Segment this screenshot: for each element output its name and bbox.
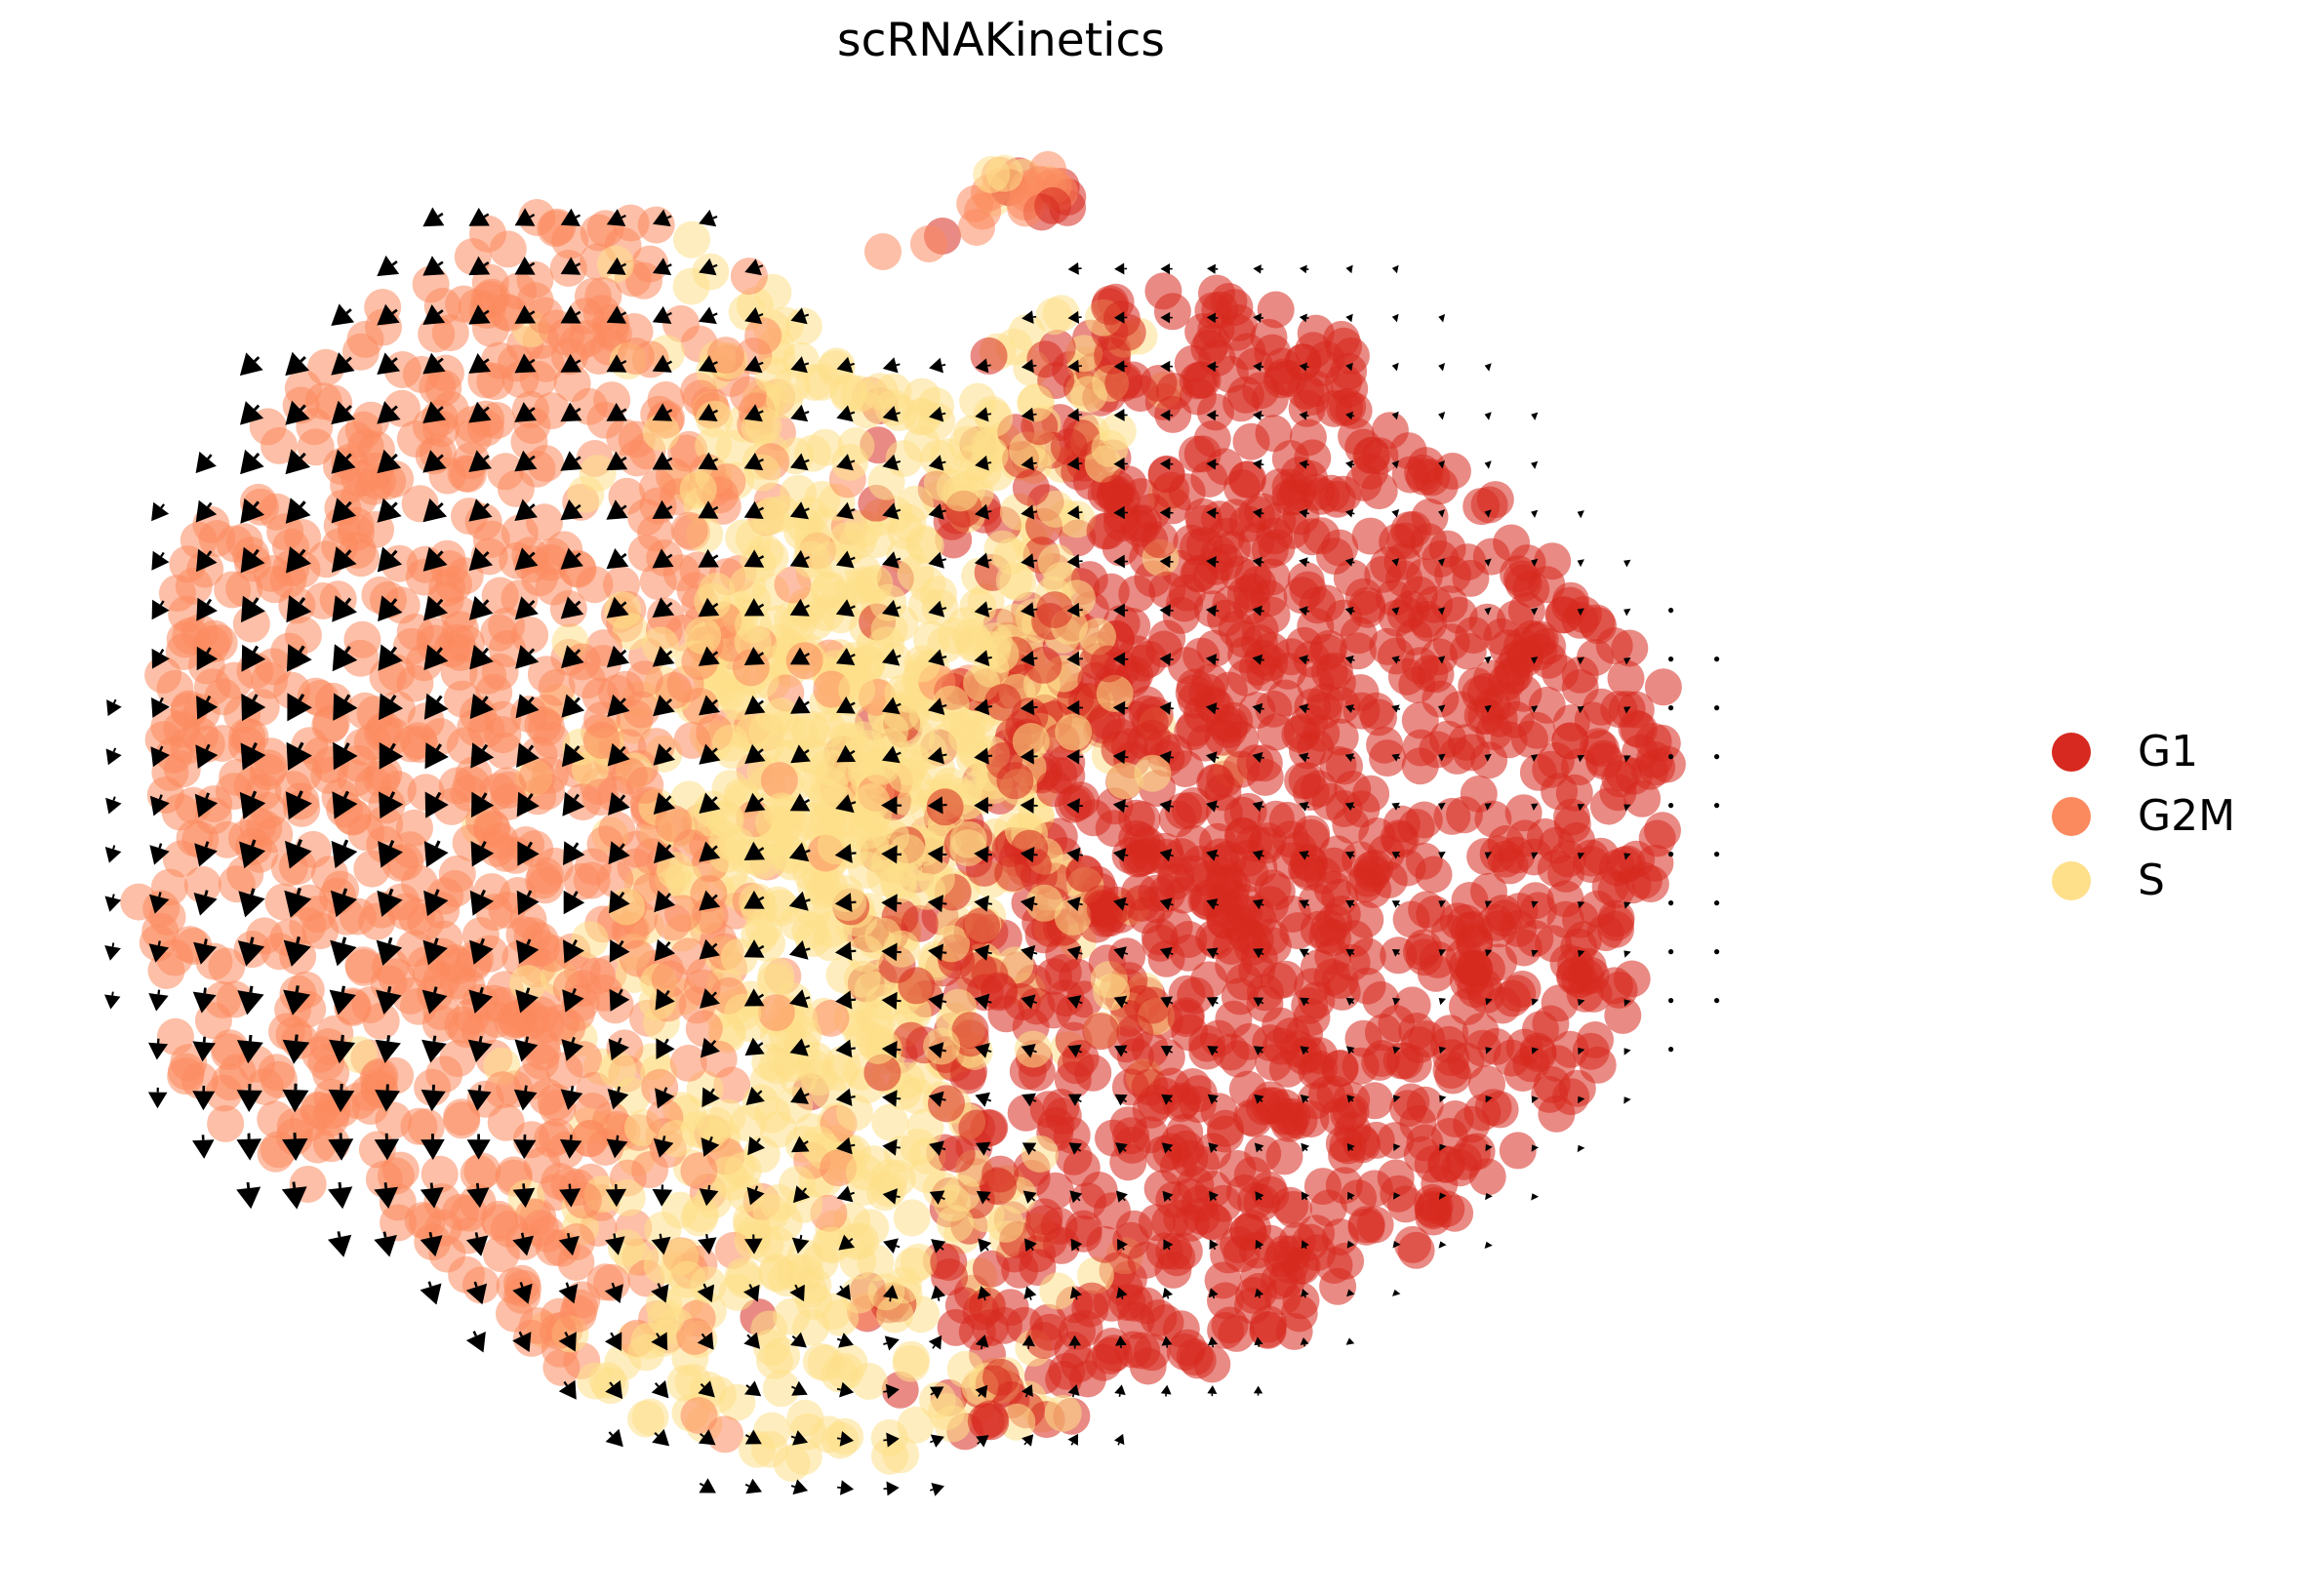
legend: G1 G2M S — [2045, 720, 2279, 913]
scatter-layer — [120, 150, 1686, 1482]
legend-label-s: S — [2138, 856, 2165, 905]
chart-title: scRNAKinetics — [837, 14, 1165, 67]
legend-item-g1[interactable]: G1 — [2045, 720, 2279, 784]
legend-label-g1: G1 — [2138, 727, 2199, 777]
legend-swatch-g2m — [2052, 797, 2091, 836]
legend-swatch-g1 — [2052, 733, 2091, 772]
legend-label-g2m: G2M — [2138, 791, 2236, 841]
plot-area — [0, 68, 2000, 1593]
legend-item-g2m[interactable]: G2M — [2045, 784, 2279, 849]
legend-item-s[interactable]: S — [2045, 849, 2279, 913]
velocity-arrow-layer — [104, 207, 1720, 1496]
legend-swatch-s — [2052, 861, 2091, 900]
